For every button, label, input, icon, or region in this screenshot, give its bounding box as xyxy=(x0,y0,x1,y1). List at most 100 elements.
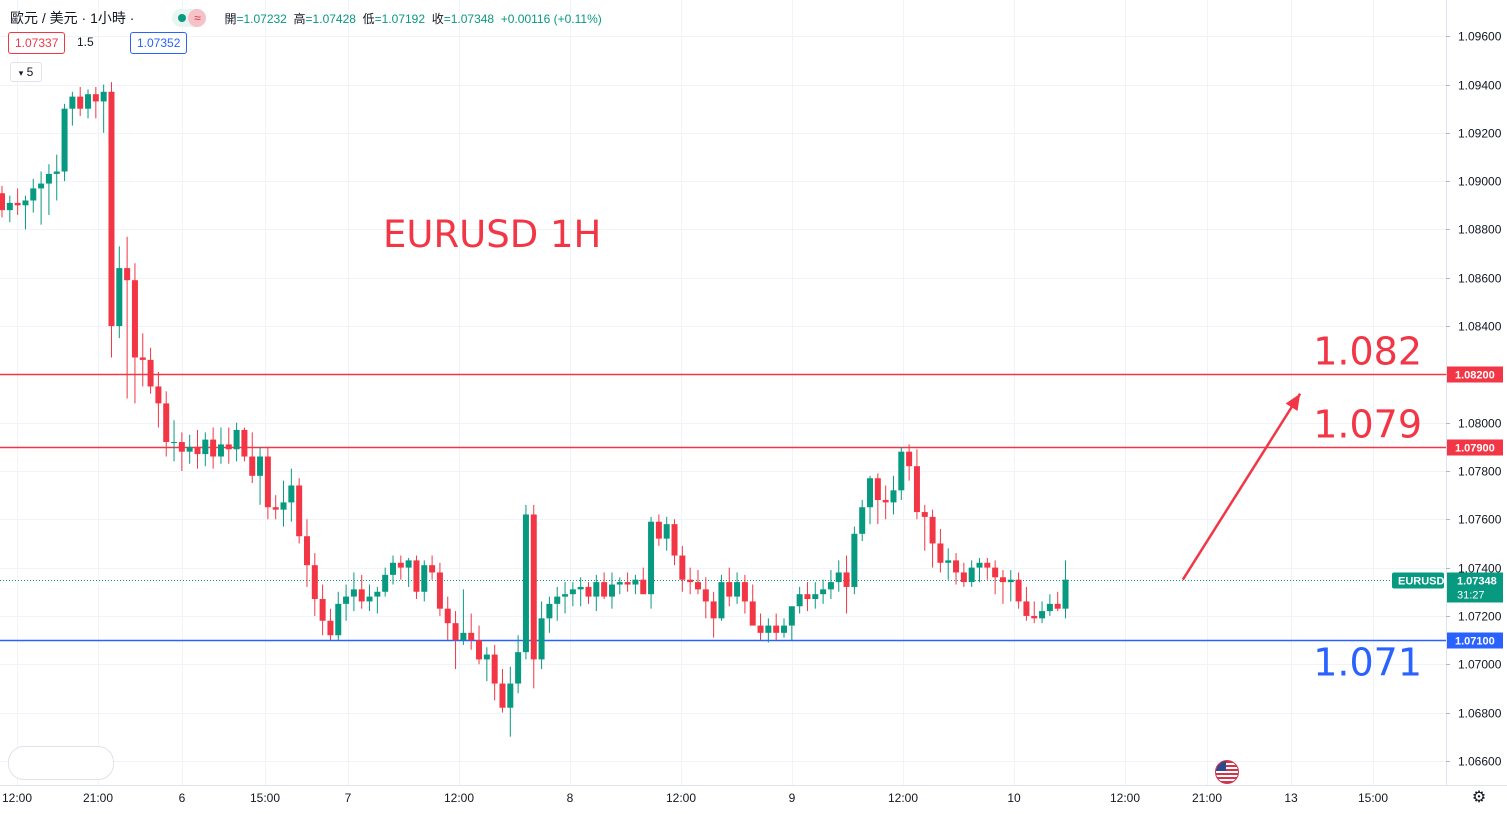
symbol-name[interactable]: 歐元 / 美元 · 1小時 · xyxy=(10,10,135,26)
price-axis-bg xyxy=(1446,0,1507,814)
candle-body xyxy=(155,386,162,404)
candle xyxy=(726,567,733,607)
candle-body xyxy=(999,577,1006,583)
spread-value: 1.5 xyxy=(77,35,94,49)
level-annotation: 1.082 xyxy=(1313,330,1422,374)
candle xyxy=(257,446,264,505)
candle-body xyxy=(937,543,944,563)
candle-body xyxy=(898,451,905,491)
us-flag-icon[interactable] xyxy=(1215,760,1239,784)
level-annotation: 1.079 xyxy=(1313,403,1422,447)
candle xyxy=(147,347,154,394)
candle xyxy=(69,91,76,126)
live-dot-icon xyxy=(178,14,187,22)
candle-body xyxy=(734,582,741,597)
open-label: 開 xyxy=(224,11,237,26)
low-value: =1.07192 xyxy=(374,11,426,26)
candle xyxy=(608,572,615,609)
candle-body xyxy=(249,456,256,476)
candle xyxy=(702,577,709,619)
candle-body xyxy=(405,560,412,568)
candle-body xyxy=(843,572,850,587)
x-tick-label: 10 xyxy=(1007,791,1021,805)
candle-body xyxy=(217,444,224,457)
y-tick-label: 1.07200 xyxy=(1458,610,1502,624)
x-tick-label: 21:00 xyxy=(1192,791,1222,805)
high-value: =1.07428 xyxy=(305,11,356,26)
candle xyxy=(859,499,866,542)
candle-body xyxy=(648,521,655,595)
candle xyxy=(507,666,514,737)
candle-body xyxy=(444,608,451,624)
sell-price-button[interactable]: 1.07337 xyxy=(8,32,66,54)
candle-body xyxy=(953,560,960,573)
candle xyxy=(953,553,960,585)
price-axis[interactable]: 1.09600 1.09400 1.09200 1.09000 1.08800 1.086… xyxy=(1446,0,1507,814)
candle-body xyxy=(601,582,608,597)
candle-body xyxy=(1007,579,1014,583)
x-tick-label: 12:00 xyxy=(444,791,474,805)
candle xyxy=(413,555,420,600)
candle xyxy=(757,613,764,641)
candle-body xyxy=(562,594,569,597)
price-levels xyxy=(0,373,1446,642)
indicator-count: 5 xyxy=(26,65,34,79)
candle-body xyxy=(335,603,342,636)
candle xyxy=(968,560,975,587)
candle-body xyxy=(960,572,967,583)
candle-body xyxy=(1015,579,1022,602)
close-value: =1.07348 xyxy=(443,11,495,26)
current-price-tag xyxy=(1447,572,1503,603)
x-tick-label: 8 xyxy=(567,791,574,805)
indicators-toggle-button[interactable]: ▾ 5 xyxy=(10,62,42,82)
candle xyxy=(155,371,162,428)
candle-body xyxy=(194,446,201,455)
y-tick-label: 1.09000 xyxy=(1458,175,1502,189)
time-axis[interactable]: 12:00 21:00 6 15:00 7 12:00 8 12:00 9 12:00 10 12:0… xyxy=(0,785,1507,806)
candle-body xyxy=(616,582,623,585)
chart-grid xyxy=(0,0,1446,785)
candle-body xyxy=(499,683,506,708)
candle-body xyxy=(366,596,373,602)
candle-body xyxy=(100,91,107,102)
candle-body xyxy=(233,429,240,450)
candle xyxy=(6,195,13,223)
candle-body xyxy=(397,562,404,568)
candle xyxy=(374,586,381,614)
candle-body xyxy=(69,96,76,109)
market-status-badge[interactable]: ≈ xyxy=(172,9,207,27)
candle xyxy=(233,422,240,462)
level-axis-tag xyxy=(1447,439,1503,456)
candle xyxy=(38,171,45,225)
gear-icon[interactable]: ⚙ xyxy=(1471,789,1487,806)
candle-body xyxy=(468,632,475,641)
candle-body xyxy=(671,524,678,556)
candle xyxy=(311,553,318,616)
candle-body xyxy=(288,485,295,503)
candle-body xyxy=(452,623,459,641)
candle-body xyxy=(655,521,662,539)
candle-body xyxy=(436,572,443,609)
candle xyxy=(992,560,999,595)
chevron-down-icon: ▾ xyxy=(18,68,24,78)
candle xyxy=(976,557,983,583)
candle xyxy=(241,427,248,462)
buy-price-button[interactable]: 1.07352 xyxy=(130,32,188,54)
candle-body xyxy=(538,618,545,660)
y-tick-label: 1.07400 xyxy=(1458,562,1502,576)
candle xyxy=(913,449,920,520)
candle xyxy=(14,188,21,215)
candle-body xyxy=(429,565,436,573)
candle-body xyxy=(741,582,748,602)
candle-body xyxy=(1023,601,1030,616)
candle xyxy=(0,185,5,218)
candle-body xyxy=(859,507,866,534)
navigation-pill[interactable] xyxy=(8,746,114,780)
candle-body xyxy=(820,589,827,595)
x-tick-label: 7 xyxy=(345,791,352,805)
candle-body xyxy=(913,466,920,513)
candle-body xyxy=(280,502,287,510)
candle-body xyxy=(303,536,310,566)
candle xyxy=(710,591,717,638)
